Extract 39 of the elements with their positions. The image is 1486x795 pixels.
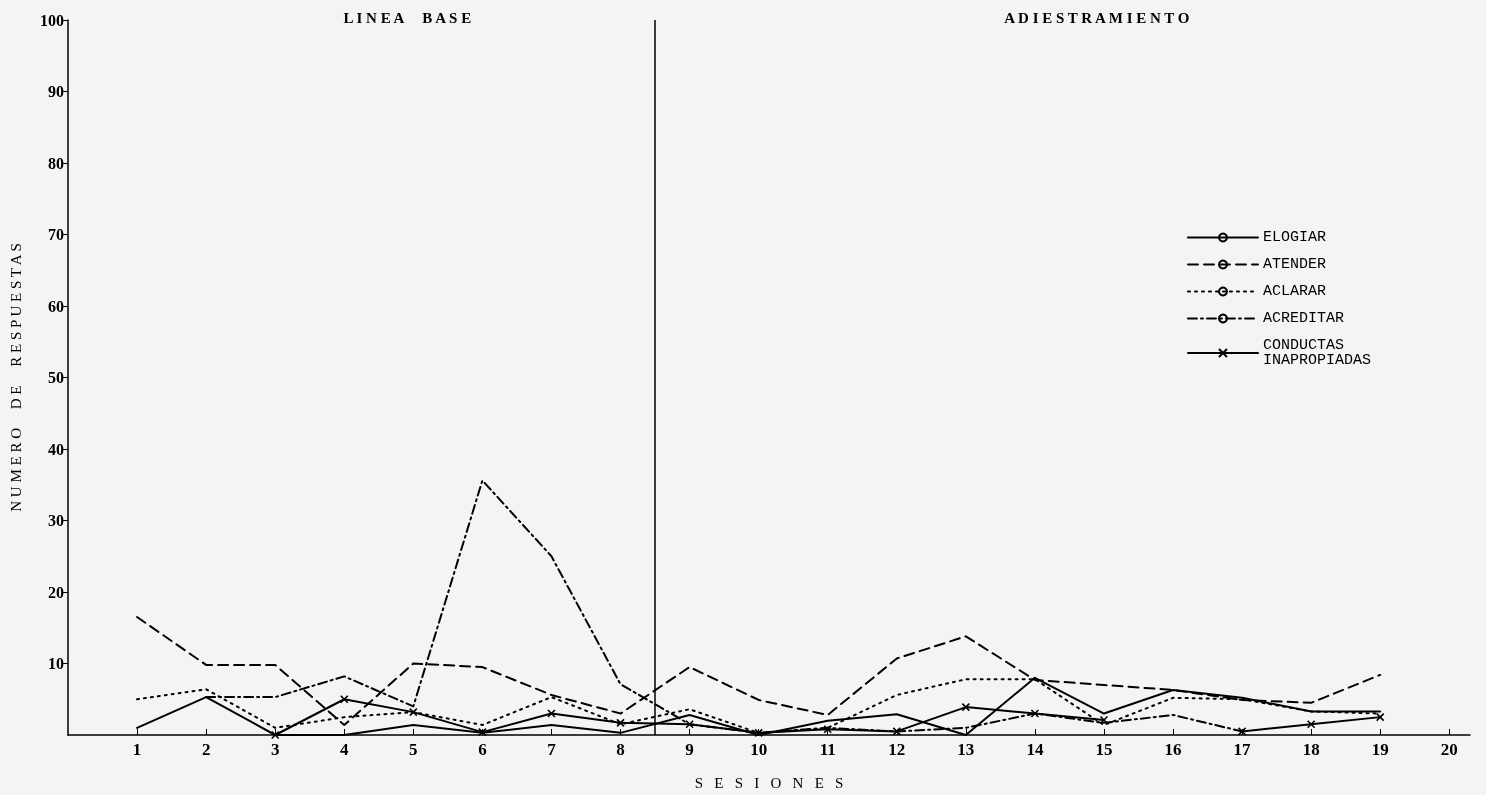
y-tick-label: 80 [48, 154, 64, 172]
x-tick-label: 18 [1302, 740, 1320, 759]
x-tick-label: 10 [750, 740, 768, 759]
x-tick-label: 16 [1164, 740, 1182, 759]
y-tick-label: 40 [48, 440, 64, 458]
x-tick-label: 1 [132, 740, 142, 759]
x-tick-label: 6 [478, 740, 487, 759]
y-tick-label: 20 [48, 583, 64, 601]
y-tick-label: 100 [40, 11, 64, 29]
y-tick-label: 70 [48, 226, 64, 243]
x-tick-label: 9 [685, 740, 694, 759]
legend-label: ACREDITAR [1262, 310, 1344, 327]
y-tick-label: 30 [48, 512, 64, 529]
x-tick-label: 20 [1440, 740, 1458, 759]
x-tick-label: 4 [340, 740, 350, 759]
x-axis-title: S E S I O N E S [694, 774, 844, 791]
annotation: A D I E S T R A M I E N T O [1004, 9, 1190, 26]
x-tick-label: 17 [1233, 740, 1252, 759]
x-tick-label: 15 [1095, 740, 1113, 759]
legend-label: ATENDER [1262, 256, 1326, 273]
x-tick-label: 5 [409, 740, 418, 759]
annotation: L I N E A B A S E [343, 9, 472, 26]
x-tick-label: 3 [270, 740, 280, 759]
x-tick-label: 19 [1371, 740, 1389, 759]
x-tick-label: 7 [547, 740, 557, 759]
y-tick-label: 50 [48, 369, 64, 386]
y-tick-label: 60 [48, 297, 64, 315]
legend-label: ACLARAR [1262, 283, 1326, 300]
x-tick-label: 12 [888, 740, 906, 759]
y-tick-label: 90 [48, 83, 64, 100]
x-tick-label: 8 [616, 740, 625, 759]
y-axis-title: N U M E R O D E R E S P U E S T A S [7, 243, 24, 512]
x-tick-label: 13 [957, 740, 975, 759]
legend-label: CONDUCTAS INAPROPIADAS [1262, 337, 1372, 369]
x-tick-label: 11 [819, 740, 836, 759]
y-tick-label: 10 [48, 655, 64, 672]
x-tick-label: 14 [1026, 740, 1044, 759]
x-tick-label: 2 [201, 740, 211, 759]
legend-label: ELOGIAR [1262, 229, 1326, 246]
